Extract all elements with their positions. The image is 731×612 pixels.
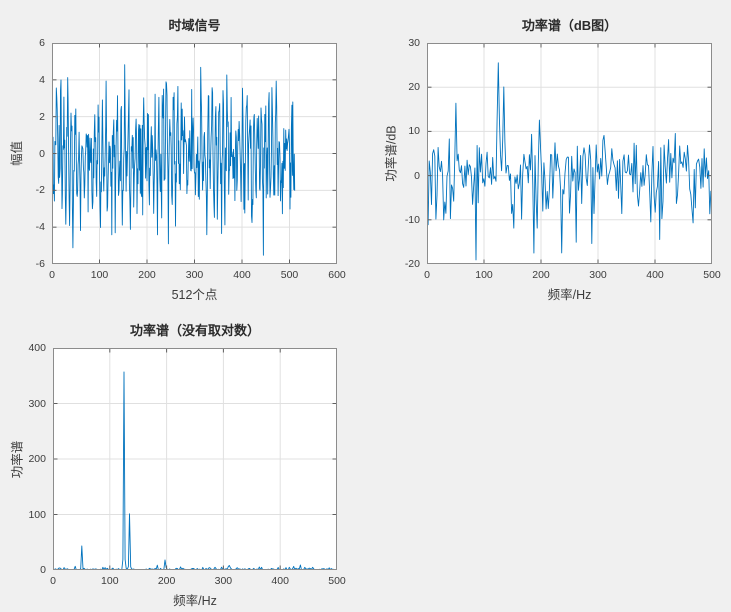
y-tick-label: 100 xyxy=(28,508,46,521)
plot-area-power-spectrum-db xyxy=(427,43,712,264)
y-tick-label: 20 xyxy=(408,81,420,94)
x-tick-label: 200 xyxy=(157,575,176,587)
subplot-power-spectrum-db: 功率谱（dB图） 功率谱/dB 0 100 200 300 400 500 -20 -10 0 1… xyxy=(385,18,721,302)
y-tick-label: 10 xyxy=(408,125,420,138)
x-tick-label: 0 xyxy=(49,269,55,281)
x-tick-label: 100 xyxy=(475,269,493,281)
x-tick-label: 500 xyxy=(280,269,299,281)
plot-area-power-spectrum-linear xyxy=(53,348,337,570)
y-tick-label: 0 xyxy=(414,169,420,182)
y-tick-label: 30 xyxy=(408,37,420,49)
x-tick-label: 0 xyxy=(424,269,430,281)
y-tick-label: 200 xyxy=(28,453,46,465)
y-axis-label: 功率谱/dB xyxy=(384,125,399,182)
x-tick-label: 300 xyxy=(589,269,607,281)
plot-area-time-domain-signal xyxy=(52,43,337,264)
x-tick-label: 200 xyxy=(138,269,156,281)
x-tick-label: 0 xyxy=(50,575,56,587)
subplot-power-spectrum-linear: 功率谱（没有取对数） 功率谱 0 100 200 300 400 500 0 100 200 30… xyxy=(11,323,346,608)
x-axis-label: 512个点 xyxy=(171,288,218,302)
axes-time-domain: 0 100 200 300 400 500 600 -6 -4 -2 0 2 4 6 xyxy=(36,37,346,281)
plot-title: 时域信号 xyxy=(168,18,221,33)
subplot-time-domain: 时域信号 幅值 0 100 200 300 400 500 600 -6 -4 -2 0 2 4 6 51… xyxy=(10,18,346,302)
y-tick-label: -6 xyxy=(35,258,45,270)
y-tick-label: 2 xyxy=(39,110,45,123)
plot-title: 功率谱（没有取对数） xyxy=(129,323,260,338)
y-tick-label: 6 xyxy=(39,37,45,49)
x-tick-label: 400 xyxy=(646,269,664,281)
x-tick-label: 100 xyxy=(90,269,109,281)
y-tick-label: -10 xyxy=(404,213,420,226)
y-tick-label: 400 xyxy=(28,342,46,354)
x-tick-label: 200 xyxy=(532,269,550,281)
y-tick-label: 0 xyxy=(40,564,46,576)
axes-power-spectrum-linear: 0 100 200 300 400 500 0 100 200 300 400 xyxy=(28,342,345,587)
axes-power-spectrum-db: 0 100 200 300 400 500 -20 -10 0 10 20 30 xyxy=(405,37,721,281)
data-line-time-domain-signal xyxy=(52,64,296,256)
x-axis-label: 频率/Hz xyxy=(547,288,592,302)
y-tick-label: -2 xyxy=(35,184,45,197)
plot-title: 功率谱（dB图） xyxy=(521,18,618,33)
x-tick-label: 400 xyxy=(233,269,251,281)
y-tick-label: -4 xyxy=(35,221,45,234)
data-line-power-spectrum-db xyxy=(427,62,712,261)
x-tick-label: 400 xyxy=(271,575,289,587)
x-tick-label: 600 xyxy=(328,269,346,281)
x-tick-label: 300 xyxy=(185,269,204,281)
x-tick-label: 300 xyxy=(214,575,233,587)
y-tick-label: 300 xyxy=(28,397,46,410)
y-tick-label: 0 xyxy=(39,147,45,160)
x-axis-label: 频率/Hz xyxy=(173,594,217,608)
x-tick-label: 500 xyxy=(328,575,346,587)
x-tick-label: 100 xyxy=(101,575,119,587)
x-tick-label: 500 xyxy=(703,269,721,281)
y-tick-label: 4 xyxy=(39,73,45,86)
y-tick-label: -20 xyxy=(404,258,420,270)
